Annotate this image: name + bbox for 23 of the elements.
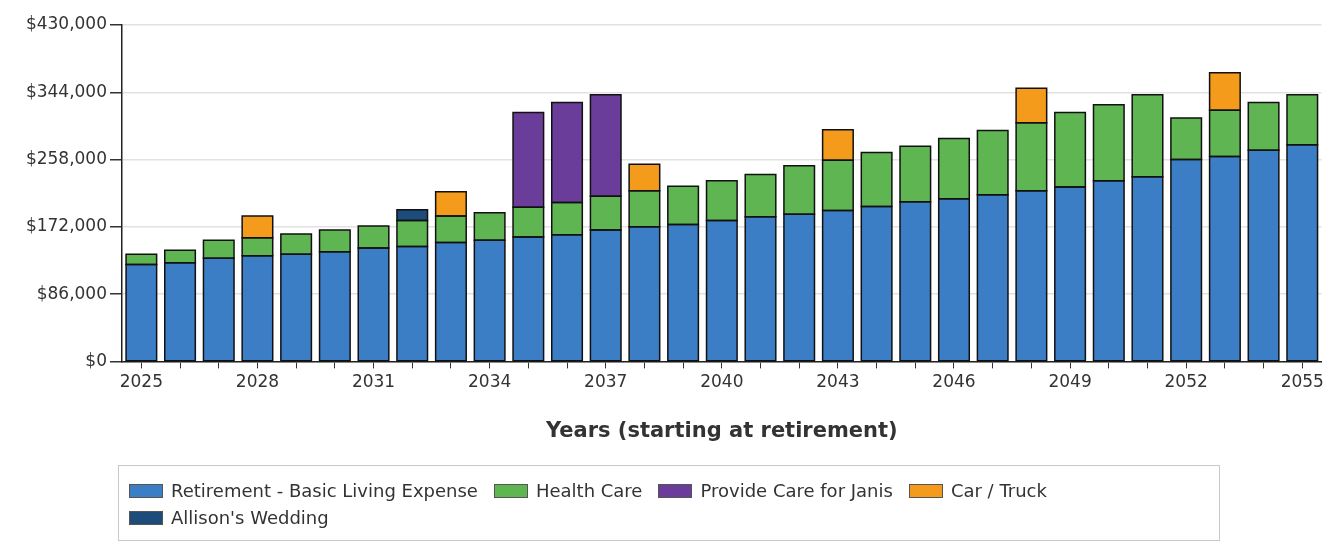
y-tick-label: $258,000 [25, 147, 107, 168]
legend-label: Car / Truck [950, 480, 1047, 501]
x-tick-label: 2046 [932, 371, 976, 392]
y-tick-label: $0 [85, 349, 107, 370]
legend-label: Retirement - Basic Living Expense [171, 480, 478, 501]
legend-label: Health Care [535, 480, 643, 501]
x-tick-label: 2037 [584, 371, 628, 392]
x-tick-label: 2034 [467, 371, 512, 392]
legend-label: Allison's Wedding [171, 507, 329, 528]
x-tick-label: 2025 [119, 371, 163, 392]
y-tick-label: $172,000 [25, 215, 107, 236]
y-tick-label: $430,000 [25, 13, 107, 34]
legend-label: Provide Care for Janis [700, 480, 893, 501]
y-tick-label: $344,000 [25, 80, 107, 101]
x-tick-label: 2028 [235, 371, 280, 392]
x-tick-label: 2052 [1164, 371, 1208, 392]
x-axis-title: Years (starting at retirement) [544, 417, 898, 442]
x-tick-label: 2055 [1280, 371, 1324, 392]
x-tick-label: 2049 [1048, 371, 1092, 392]
x-tick-label: 2040 [700, 371, 744, 392]
x-tick-label: 2031 [351, 371, 396, 392]
x-tick-label: 2043 [816, 371, 860, 392]
y-tick-label: $86,000 [36, 282, 107, 303]
